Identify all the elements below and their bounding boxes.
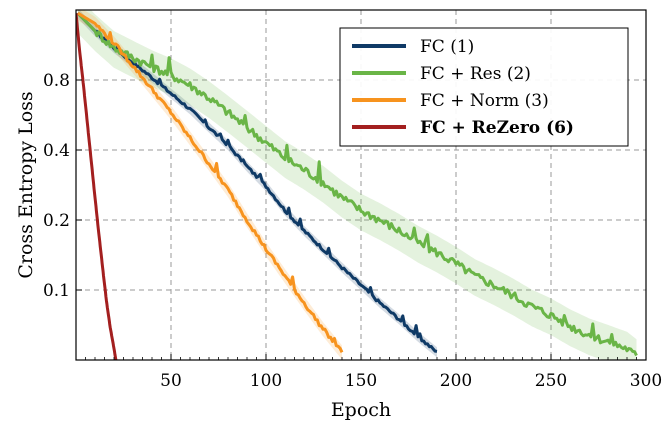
legend: FC (1) FC + Res (2) FC + Norm (3) FC + ReZe… xyxy=(339,27,629,147)
axis-ticks: 50 100 150 200 250 300 0.1 0.2 0.4 0.8 xyxy=(43,71,662,391)
x-tick-label-1: 100 xyxy=(250,371,282,391)
line-series-2 xyxy=(77,11,344,353)
line-series-3 xyxy=(76,13,118,360)
x-tick-label-0: 50 xyxy=(160,371,182,391)
legend-label-0: FC (1) xyxy=(420,37,474,57)
y-tick-label-1: 0.2 xyxy=(43,211,70,231)
series-lines xyxy=(76,11,638,360)
legend-label-1: FC + Res (2) xyxy=(420,64,531,84)
y-tick-label-3: 0.8 xyxy=(43,71,70,91)
line-series-1 xyxy=(76,12,638,357)
y-tick-label-0: 0.1 xyxy=(43,281,70,301)
x-axis-label: Epoch xyxy=(331,399,391,421)
y-axis-label: Cross Entropy Loss xyxy=(15,91,37,278)
y-tick-label-2: 0.4 xyxy=(43,141,70,161)
x-tick-label-4: 250 xyxy=(535,371,567,391)
band-series-1 xyxy=(77,10,637,360)
x-tick-label-2: 150 xyxy=(345,371,377,391)
band-series-2 xyxy=(77,10,342,360)
line-series-0 xyxy=(76,12,438,353)
legend-label-3: FC + ReZero (6) xyxy=(420,118,574,138)
legend-label-2: FC + Norm (3) xyxy=(420,91,549,111)
x-tick-label-3: 200 xyxy=(440,371,472,391)
x-tick-label-5: 300 xyxy=(630,371,662,391)
